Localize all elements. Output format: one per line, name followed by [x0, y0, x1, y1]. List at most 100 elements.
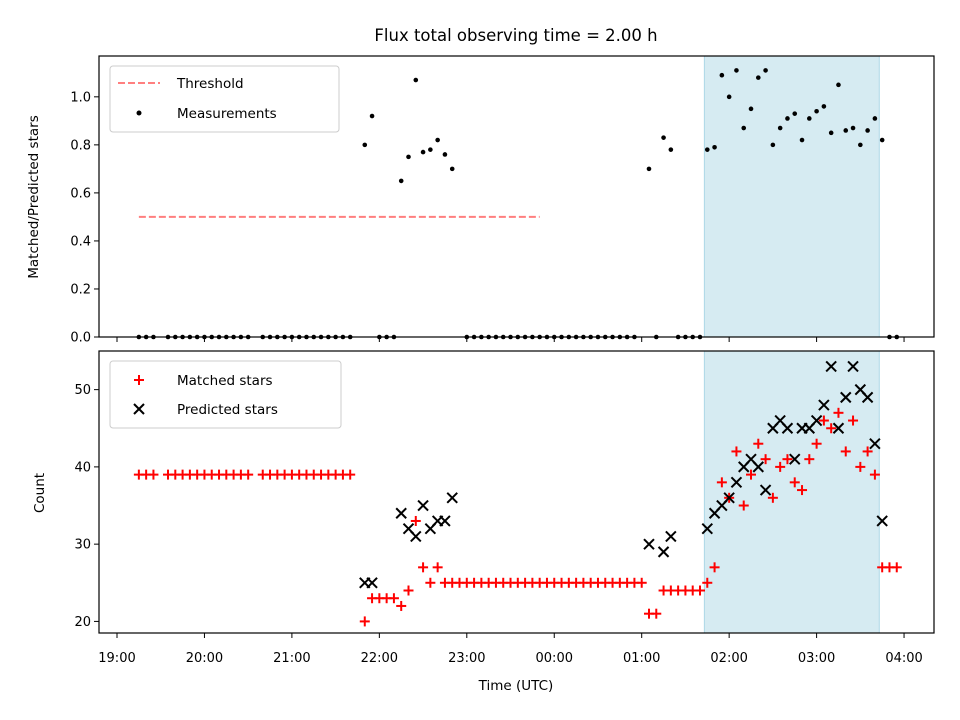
legend-threshold-label: Threshold — [176, 76, 244, 92]
predicted-stars-point — [781, 422, 794, 434]
x-tick-label: 02:00 — [710, 651, 747, 666]
predicted-stars-point — [840, 391, 852, 404]
predicted-stars-point — [643, 538, 655, 550]
measurement-point — [661, 135, 666, 140]
counts-layer — [133, 360, 902, 627]
matched-stars-point — [636, 577, 647, 588]
measurement-point — [756, 75, 761, 80]
measurement-point — [763, 68, 768, 73]
x-tick-label: 21:00 — [273, 651, 310, 666]
x-tick-label: 19:00 — [98, 651, 135, 666]
matched-stars-point — [818, 415, 829, 426]
measurement-point — [807, 116, 812, 121]
legend-measurements-swatch — [136, 110, 142, 116]
measurement-point — [777, 125, 783, 131]
measurement-point — [785, 116, 790, 121]
predicted-stars-point — [723, 492, 735, 504]
top-y-ticks: 0.0 0.2 0.4 0.6 0.8 1.0 — [70, 90, 99, 346]
matched-stars-point — [432, 562, 443, 573]
matched-stars-point — [811, 438, 822, 449]
measurement-point — [726, 94, 732, 100]
measurement-point — [369, 113, 375, 119]
measurement-point — [428, 147, 433, 152]
top-plot-frame — [98, 55, 935, 338]
measurement-point — [814, 108, 819, 114]
predicted-stars-point — [701, 522, 713, 535]
matched-stars-point — [804, 454, 815, 465]
matched-stars-point — [702, 577, 713, 588]
measurement-point — [792, 111, 798, 116]
predicted-stars-point — [832, 422, 845, 434]
predicted-stars-point — [861, 391, 874, 404]
matched-stars-point — [425, 577, 436, 588]
matched-stars-point — [148, 469, 159, 480]
top-x-ticks — [116, 337, 905, 342]
matched-stars-point — [753, 438, 764, 449]
predicted-stars-point — [439, 515, 451, 527]
bottom-y-tick-label: 40 — [74, 460, 91, 475]
top-y-tick-label: 0.0 — [70, 331, 91, 346]
matched-stars-point — [833, 407, 844, 418]
bottom-legend-box — [109, 360, 342, 429]
matched-stars-point — [746, 469, 757, 480]
x-tick-label: 22:00 — [361, 651, 398, 666]
matched-stars-point — [797, 485, 808, 496]
matched-stars-point — [731, 446, 742, 457]
matched-stars-point — [388, 593, 399, 604]
measurement-point — [865, 128, 870, 133]
legend-matched-label: Matched stars — [177, 373, 273, 389]
measurement-point — [828, 130, 834, 136]
top-y-axis-label: Matched/Predicted stars — [26, 115, 42, 278]
measurement-point — [821, 104, 827, 109]
top-legend-box — [109, 65, 340, 133]
matched-stars-point — [775, 461, 786, 472]
observing-window-highlight — [703, 55, 880, 338]
bottom-y-ticks: 20 30 40 50 — [74, 383, 99, 630]
matched-stars-point — [767, 492, 778, 503]
top-panel: 0.0 0.2 0.4 0.6 0.8 1.0 Matched/Predicted sta… — [26, 55, 935, 346]
top-y-tick-label: 0.4 — [70, 234, 91, 249]
legend-predicted-swatch — [133, 403, 145, 415]
measurement-point — [799, 137, 805, 143]
bottom-y-tick-label: 30 — [74, 538, 91, 553]
x-tick-label: 03:00 — [798, 651, 835, 666]
measurement-point — [843, 128, 849, 133]
bottom-legend: Matched stars Predicted stars — [109, 360, 342, 429]
predicted-stars-point — [818, 399, 830, 411]
matched-stars-point — [410, 515, 421, 526]
matched-stars-point — [855, 461, 866, 472]
measurement-point — [413, 77, 419, 83]
matched-stars-point — [840, 446, 851, 457]
predicted-stars-point — [759, 484, 772, 496]
matched-stars-point — [869, 469, 880, 480]
matched-stars-point — [403, 585, 414, 596]
predicted-stars-point — [730, 476, 743, 489]
measurement-point — [420, 149, 426, 155]
bottom-y-tick-label: 20 — [74, 615, 91, 630]
top-y-tick-label: 0.8 — [70, 138, 91, 153]
measurement-point — [449, 166, 455, 172]
bottom-panel: 20 30 40 50 19:00 20:00 21:00 22:00 23:00 00:00 0… — [32, 350, 935, 694]
measurement-point — [398, 178, 404, 184]
predicted-stars-point — [446, 492, 458, 504]
measurement-point — [734, 68, 739, 73]
matched-stars-point — [709, 562, 720, 573]
matched-stars-point — [789, 477, 800, 488]
predicted-stars-point — [665, 530, 677, 543]
top-y-tick-label: 0.6 — [70, 186, 91, 201]
predicted-stars-point — [876, 515, 888, 527]
matched-stars-point — [345, 469, 356, 480]
x-tick-label: 00:00 — [536, 651, 573, 666]
measurement-point — [850, 125, 856, 131]
measurement-point — [442, 152, 448, 157]
measurement-point — [872, 116, 878, 121]
predicted-stars-point — [825, 360, 837, 373]
measurement-point — [646, 166, 652, 172]
matched-stars-point — [862, 446, 873, 457]
bottom-x-ticks: 19:00 20:00 21:00 22:00 23:00 00:00 01:00 02:00… — [98, 633, 923, 666]
matched-stars-point — [716, 477, 727, 488]
legend-matched-swatch — [134, 375, 144, 385]
matched-stars-point — [738, 500, 749, 511]
legend-predicted-label: Predicted stars — [177, 402, 278, 418]
measurement-point — [704, 147, 710, 152]
